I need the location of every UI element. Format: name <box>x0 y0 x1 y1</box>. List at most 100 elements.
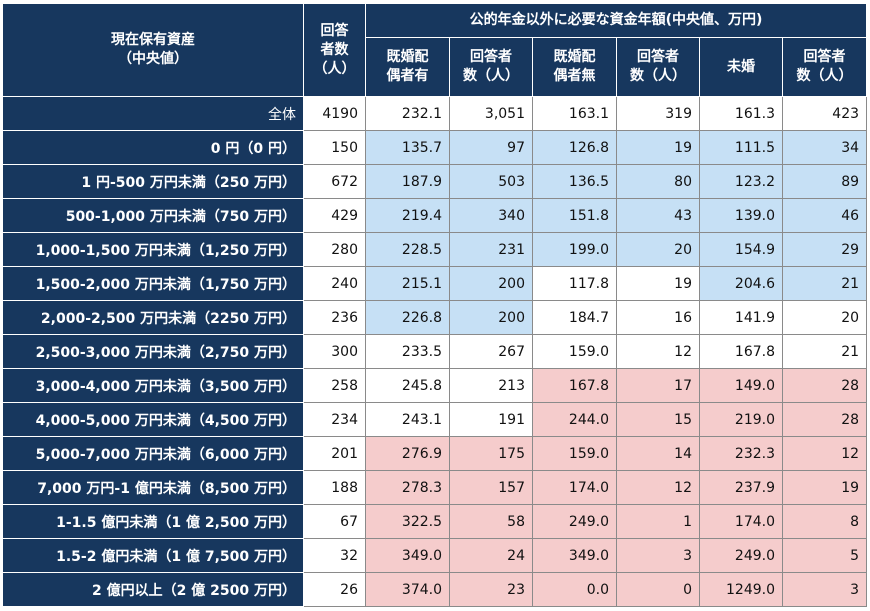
value-cell: 245.8 <box>365 368 450 403</box>
count-cell: 32 <box>303 538 366 573</box>
value-cell: 23 <box>449 572 533 607</box>
value-cell: 232.3 <box>699 436 783 471</box>
value-cell: 232.1 <box>365 96 450 131</box>
value-cell: 228.5 <box>365 232 450 267</box>
value-cell: 29 <box>781 232 868 267</box>
table-row: 500-1,000 万円未満（750 万円） 429 219.4 340 151.8 43… <box>2 198 868 233</box>
value-cell: 219.0 <box>699 402 783 437</box>
value-cell: 163.1 <box>532 96 617 131</box>
value-cell: 157 <box>449 470 533 505</box>
value-cell: 243.1 <box>365 402 450 437</box>
count-cell: 258 <box>303 368 366 403</box>
value-cell: 244.0 <box>532 402 617 437</box>
value-cell: 89 <box>781 164 868 199</box>
value-cell: 43 <box>616 198 700 233</box>
value-cell: 167.8 <box>699 334 783 369</box>
value-cell: 249.0 <box>699 538 783 573</box>
count-cell: 280 <box>303 232 366 267</box>
count-cell: 234 <box>303 402 366 437</box>
count-cell: 240 <box>303 266 366 301</box>
value-cell: 58 <box>449 504 533 539</box>
count-cell: 429 <box>303 198 366 233</box>
count-cell: 150 <box>303 130 366 165</box>
value-cell: 19 <box>781 470 868 505</box>
asset-header: 現在保有資産 （中央値） <box>2 3 304 97</box>
table-row: 1 円-500 万円未満（250 万円） 672 187.9 503 136.5 80 12… <box>2 164 868 199</box>
value-cell: 1 <box>616 504 700 539</box>
count-cell: 188 <box>303 470 366 505</box>
row-label: 1 円-500 万円未満（250 万円） <box>2 164 304 199</box>
value-cell: 1249.0 <box>699 572 783 607</box>
value-cell: 20 <box>781 300 868 335</box>
data-table: 現在保有資産 （中央値） 回答 者数 （人） 公的年金以外に必要な資金年額(中央… <box>2 3 868 607</box>
value-cell: 161.3 <box>699 96 783 131</box>
value-cell: 80 <box>616 164 700 199</box>
table-row: 2,000-2,500 万円未満（2250 万円） 236 226.8 200 184.… <box>2 300 868 335</box>
value-cell: 46 <box>781 198 868 233</box>
value-cell: 0 <box>616 572 700 607</box>
column-header: 回答者 数（人） <box>781 37 868 97</box>
value-cell: 3 <box>616 538 700 573</box>
value-cell: 5 <box>781 538 868 573</box>
value-cell: 199.0 <box>532 232 617 267</box>
value-cell: 97 <box>449 130 533 165</box>
table-row: 4,000-5,000 万円未満（4,500 万円） 234 243.1 191 244… <box>2 402 868 437</box>
value-cell: 167.8 <box>532 368 617 403</box>
row-label: 1,000-1,500 万円未満（1,250 万円） <box>2 232 304 267</box>
table-row: 1,000-1,500 万円未満（1,250 万円） 280 228.5 231 199… <box>2 232 868 267</box>
value-cell: 187.9 <box>365 164 450 199</box>
value-cell: 319 <box>616 96 700 131</box>
row-label: 2 億円以上（2 億 2500 万円） <box>2 572 304 607</box>
value-cell: 139.0 <box>699 198 783 233</box>
value-cell: 174.0 <box>699 504 783 539</box>
value-cell: 28 <box>781 368 868 403</box>
value-cell: 213 <box>449 368 533 403</box>
row-label: 0 円（0 円） <box>2 130 304 165</box>
table-row: 5,000-7,000 万円未満（6,000 万円） 201 276.9 175 159… <box>2 436 868 471</box>
value-cell: 215.1 <box>365 266 450 301</box>
column-header: 既婚配 偶者無 <box>532 37 617 97</box>
value-cell: 322.5 <box>365 504 450 539</box>
value-cell: 136.5 <box>532 164 617 199</box>
value-cell: 28 <box>781 402 868 437</box>
value-cell: 226.8 <box>365 300 450 335</box>
row-label: 2,500-3,000 万円未満（2,750 万円） <box>2 334 304 369</box>
value-cell: 123.2 <box>699 164 783 199</box>
value-cell: 24 <box>449 538 533 573</box>
table-row: 0 円（0 円） 150 135.7 97 126.8 19 111.5 34 <box>2 130 868 165</box>
value-cell: 219.4 <box>365 198 450 233</box>
value-cell: 154.9 <box>699 232 783 267</box>
value-cell: 151.8 <box>532 198 617 233</box>
value-cell: 111.5 <box>699 130 783 165</box>
value-cell: 175 <box>449 436 533 471</box>
count-header: 回答 者数 （人） <box>303 3 366 97</box>
count-cell: 4190 <box>303 96 366 131</box>
value-cell: 117.8 <box>532 266 617 301</box>
value-cell: 3,051 <box>449 96 533 131</box>
table-row: 3,000-4,000 万円未満（3,500 万円） 258 245.8 213 167… <box>2 368 868 403</box>
value-cell: 191 <box>449 402 533 437</box>
row-label: 3,000-4,000 万円未満（3,500 万円） <box>2 368 304 403</box>
row-label: 4,000-5,000 万円未満（4,500 万円） <box>2 402 304 437</box>
column-header: 回答者 数（人） <box>616 37 700 97</box>
value-cell: 349.0 <box>365 538 450 573</box>
value-cell: 15 <box>616 402 700 437</box>
table-row: 1,500-2,000 万円未満（1,750 万円） 240 215.1 200 117… <box>2 266 868 301</box>
table-row: 2,500-3,000 万円未満（2,750 万円） 300 233.5 267 159… <box>2 334 868 369</box>
value-cell: 19 <box>616 130 700 165</box>
value-cell: 3 <box>781 572 868 607</box>
row-label: 全体 <box>2 96 304 131</box>
value-cell: 340 <box>449 198 533 233</box>
value-cell: 231 <box>449 232 533 267</box>
value-cell: 237.9 <box>699 470 783 505</box>
row-label: 7,000 万円-1 億円未満（8,500 万円） <box>2 470 304 505</box>
value-cell: 21 <box>781 266 868 301</box>
count-cell: 201 <box>303 436 366 471</box>
value-cell: 20 <box>616 232 700 267</box>
count-cell: 236 <box>303 300 366 335</box>
value-cell: 34 <box>781 130 868 165</box>
group-header: 公的年金以外に必要な資金年額(中央値、万円) <box>364 3 868 38</box>
value-cell: 12 <box>616 470 700 505</box>
value-cell: 374.0 <box>365 572 450 607</box>
count-cell: 672 <box>303 164 366 199</box>
